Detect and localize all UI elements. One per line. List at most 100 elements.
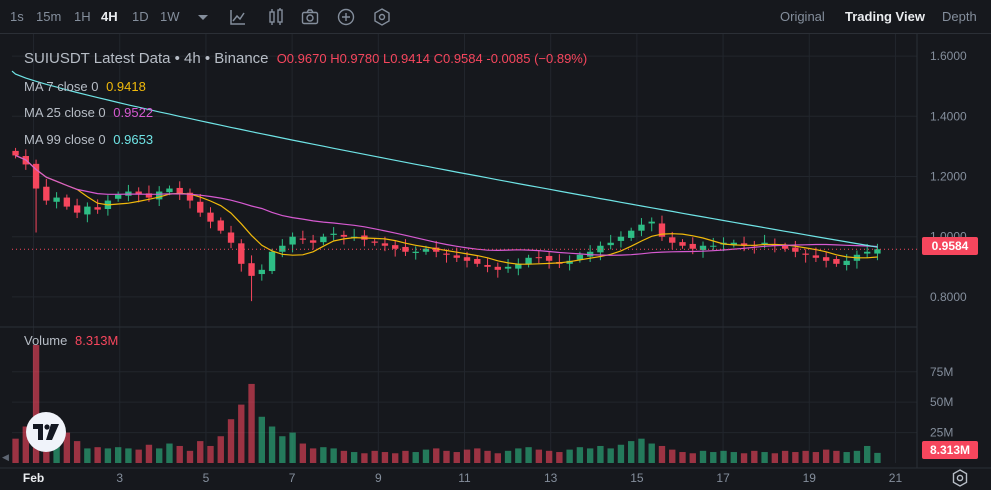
volume-bar — [576, 447, 584, 463]
volume-bar — [268, 426, 276, 463]
volume-bar — [802, 450, 809, 463]
candle-body — [207, 212, 214, 222]
volume-bar — [392, 453, 399, 463]
volume-bar — [217, 436, 224, 463]
tradingview-logo[interactable] — [26, 412, 66, 452]
interval-1s[interactable]: 1s — [10, 9, 24, 24]
ma99-legend[interactable]: MA 99 close 0 0.9653 — [24, 132, 153, 148]
candle-body — [227, 232, 235, 243]
volume-bar — [812, 452, 820, 463]
candle-body — [402, 246, 409, 252]
interval-1w[interactable]: 1W — [160, 9, 180, 24]
volume-tick-label: 50M — [930, 395, 953, 409]
ma7-legend[interactable]: MA 7 close 0 0.9418 — [24, 79, 146, 95]
symbol-title: SUIUSDT Latest Data • 4h • Binance — [24, 50, 269, 67]
candle-body — [689, 243, 696, 249]
candle-body — [330, 233, 337, 235]
candle-body — [822, 257, 830, 261]
volume-bar — [833, 450, 840, 463]
add-icon[interactable] — [336, 7, 356, 27]
volume-bar — [751, 450, 758, 463]
tradingview-logo-icon — [33, 424, 59, 440]
chart-grid — [0, 34, 991, 469]
volume-bar — [433, 448, 440, 463]
time-tick-label: 13 — [544, 471, 558, 485]
volume-bar — [864, 445, 871, 463]
volume-bar — [43, 441, 50, 463]
volume-legend[interactable]: Volume 8.313M — [24, 333, 118, 349]
interval-15m[interactable]: 15m — [36, 9, 62, 24]
candle-body — [474, 258, 481, 264]
candle-body — [197, 201, 204, 213]
volume-bar — [73, 441, 81, 463]
view-tradingview-tab[interactable]: Trading View — [845, 9, 925, 24]
volume-bar — [740, 453, 748, 463]
candle-body — [84, 206, 91, 215]
candle-body — [669, 237, 676, 243]
interval-1h[interactable]: 1H — [74, 9, 91, 24]
candle-body — [607, 242, 614, 246]
volume-bar — [453, 452, 460, 463]
settings-hex-icon[interactable] — [372, 7, 392, 27]
volume-bar — [422, 449, 430, 463]
ma99-line — [11, 70, 878, 248]
candlestick-chart[interactable]: 1.60001.40001.20001.00000.800075M50M25MF… — [0, 34, 991, 490]
volume-bar — [186, 450, 194, 463]
moving-average-lines — [11, 70, 917, 265]
camera-icon[interactable] — [300, 7, 320, 27]
time-tick-label: Feb — [23, 471, 44, 485]
ma25-legend[interactable]: MA 25 close 0 0.9522 — [24, 105, 153, 121]
volume-bar — [145, 444, 153, 463]
volume-bar — [350, 452, 358, 463]
interval-1d[interactable]: 1D — [132, 9, 149, 24]
volume-bar — [463, 449, 471, 463]
volume-bar — [515, 448, 522, 463]
bar-type-icon[interactable] — [266, 7, 286, 27]
ma99-value: 0.9653 — [113, 132, 154, 147]
candle-body — [864, 251, 871, 254]
candle-body — [453, 255, 460, 258]
chevron-down-icon[interactable] — [193, 7, 213, 27]
volume-bar — [156, 448, 163, 463]
candle-body — [320, 236, 327, 243]
volume-bar — [53, 443, 60, 463]
chart-settings-icon[interactable] — [950, 468, 970, 488]
candle-body — [761, 242, 768, 244]
volume-label: Volume — [24, 333, 68, 348]
ma7-line — [15, 154, 878, 265]
volume-bar — [227, 419, 235, 463]
volume-bar — [279, 436, 286, 463]
candle-body — [381, 243, 389, 246]
volume-bar — [309, 448, 317, 463]
candle-body — [648, 221, 655, 224]
volume-bar — [699, 450, 707, 463]
volume-bar — [617, 444, 625, 463]
last-volume-tag: 8.313M — [922, 441, 978, 459]
time-tick-label: 17 — [716, 471, 730, 485]
volume-bar — [32, 345, 40, 463]
volume-bar — [853, 450, 861, 463]
ma25-value: 0.9522 — [113, 105, 154, 120]
ma7-value: 0.9418 — [106, 79, 146, 94]
time-tick-label: 19 — [803, 471, 817, 485]
candle-body — [781, 245, 789, 249]
candle-body — [299, 238, 307, 240]
volume-bar — [114, 447, 122, 463]
candle-body — [176, 187, 183, 195]
volume-value: 8.313M — [75, 333, 119, 348]
candle-body — [422, 248, 430, 252]
candle-body — [515, 263, 522, 269]
volume-bar — [566, 449, 573, 463]
indicator-chart-icon[interactable] — [228, 7, 248, 27]
volume-bar — [84, 448, 91, 463]
time-tick-label: 11 — [458, 471, 471, 485]
candle-body — [289, 236, 296, 245]
view-original-tab[interactable]: Original — [780, 9, 825, 24]
volume-bar — [63, 432, 71, 463]
scroll-left-icon[interactable]: ◀ — [2, 452, 9, 462]
candle-body — [63, 197, 71, 207]
time-tick-label: 7 — [289, 471, 296, 485]
view-depth-tab[interactable]: Depth — [942, 9, 977, 24]
interval-4h[interactable]: 4H — [101, 9, 118, 24]
candle-body — [792, 247, 799, 252]
